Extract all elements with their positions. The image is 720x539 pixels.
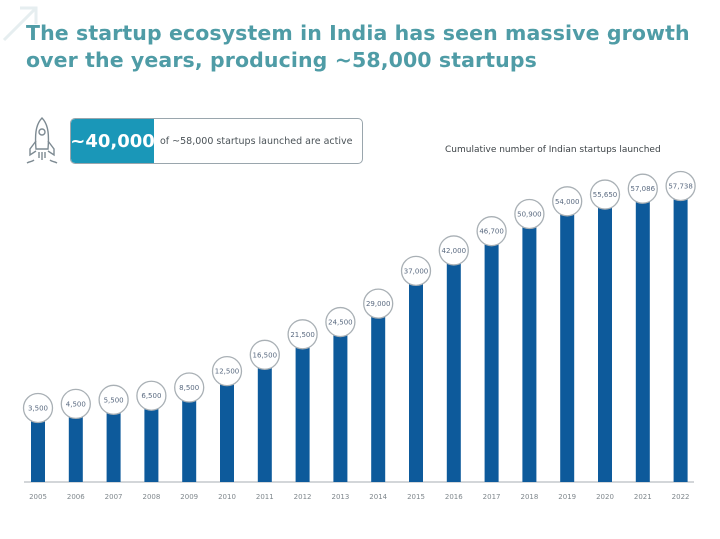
data-label-circle-2013 [325, 306, 356, 338]
bar-2019 [560, 201, 575, 482]
x-tick-label-2009: 2009 [180, 493, 198, 501]
data-label-circle-2020 [589, 179, 621, 210]
x-tick-label-2005: 2005 [29, 493, 47, 501]
bar-2015 [409, 270, 423, 482]
rocket-icon [26, 117, 58, 164]
x-tick-label-2018: 2018 [520, 493, 538, 501]
x-tick-label-2012: 2012 [294, 493, 312, 501]
data-label-2016: 42,000 [442, 247, 467, 255]
data-label-circle-2006 [60, 388, 91, 420]
chart-title: Cumulative number of Indian startups lau… [445, 145, 661, 155]
bar-2011 [257, 354, 272, 482]
data-label-2014: 29,000 [366, 300, 391, 308]
bar-2016 [446, 250, 461, 482]
bar-2008 [144, 395, 159, 482]
data-label-circle-2010 [211, 356, 243, 387]
data-label-circle-2011 [249, 339, 280, 370]
data-label-2010: 12,500 [215, 368, 240, 376]
x-tick-label-2007: 2007 [105, 493, 123, 501]
active-startups-text: of ~58,000 startups launched are active [160, 135, 353, 147]
data-label-2008: 6,500 [141, 392, 161, 400]
bar-2007 [106, 399, 121, 482]
x-tick-label-2019: 2019 [558, 493, 576, 501]
x-tick-label-2011: 2011 [256, 493, 274, 501]
title-line-1: The startup ecosystem in India has seen … [26, 21, 690, 45]
data-label-circle-2018 [514, 198, 545, 230]
bar-2017 [484, 231, 499, 482]
bar-2020 [598, 194, 612, 482]
data-label-circle-2007 [98, 384, 129, 415]
data-label-circle-2009 [174, 372, 205, 403]
data-label-2007: 5,500 [104, 396, 124, 404]
data-label-circle-2015 [400, 255, 432, 287]
data-label-2009: 8,500 [179, 384, 199, 392]
x-tick-label-2022: 2022 [672, 493, 690, 501]
data-label-2013: 24,500 [328, 319, 353, 327]
corner-arrow-icon [2, 6, 38, 42]
data-label-2011: 16,500 [253, 351, 278, 359]
data-label-2006: 4,500 [66, 400, 86, 408]
x-tick-label-2016: 2016 [445, 493, 463, 501]
data-label-circle-2022 [665, 170, 696, 202]
active-startups-callout: ~40,000 of ~58,000 startups launched are… [70, 118, 363, 164]
x-tick-label-2014: 2014 [369, 493, 387, 501]
data-label-circle-2008 [136, 380, 167, 411]
data-label-2019: 54,000 [555, 198, 580, 206]
x-tick-label-2020: 2020 [596, 493, 614, 501]
data-label-2012: 21,500 [290, 331, 315, 339]
active-startups-value: ~40,000 [71, 119, 155, 163]
data-label-circle-2021 [627, 173, 658, 204]
data-label-2020: 55,650 [593, 191, 618, 199]
data-label-2017: 46,700 [479, 228, 504, 236]
data-label-circle-2014 [363, 288, 394, 319]
data-label-2015: 37,000 [404, 267, 429, 275]
x-tick-label-2021: 2021 [634, 493, 652, 501]
data-label-circle-2005 [22, 392, 54, 424]
bar-2021 [635, 188, 650, 482]
x-tick-label-2013: 2013 [331, 493, 349, 501]
page-title: The startup ecosystem in India has seen … [26, 20, 706, 74]
data-label-circle-2016 [438, 235, 469, 266]
x-tick-label-2008: 2008 [142, 493, 160, 501]
x-tick-label-2010: 2010 [218, 493, 236, 501]
bar-2009 [182, 387, 197, 482]
bar-2006 [68, 403, 83, 482]
data-label-2022: 57,738 [668, 183, 693, 191]
bar-2010 [220, 371, 234, 482]
title-line-2: over the years, producing ~58,000 startu… [26, 48, 537, 72]
bar-2012 [295, 334, 310, 482]
bar-2013 [333, 322, 348, 482]
x-tick-label-2006: 2006 [67, 493, 85, 501]
data-label-2021: 57,086 [631, 185, 656, 193]
data-label-2018: 50,900 [517, 210, 542, 218]
bar-2022 [673, 186, 688, 482]
x-tick-label-2015: 2015 [407, 493, 425, 501]
data-label-circle-2017 [476, 216, 507, 247]
bar-2014 [371, 303, 386, 482]
data-label-circle-2012 [287, 319, 318, 350]
bar-2005 [31, 408, 45, 482]
bar-2018 [522, 213, 537, 483]
data-label-2005: 3,500 [28, 405, 48, 413]
data-label-circle-2019 [552, 186, 583, 217]
x-tick-label-2017: 2017 [483, 493, 501, 501]
